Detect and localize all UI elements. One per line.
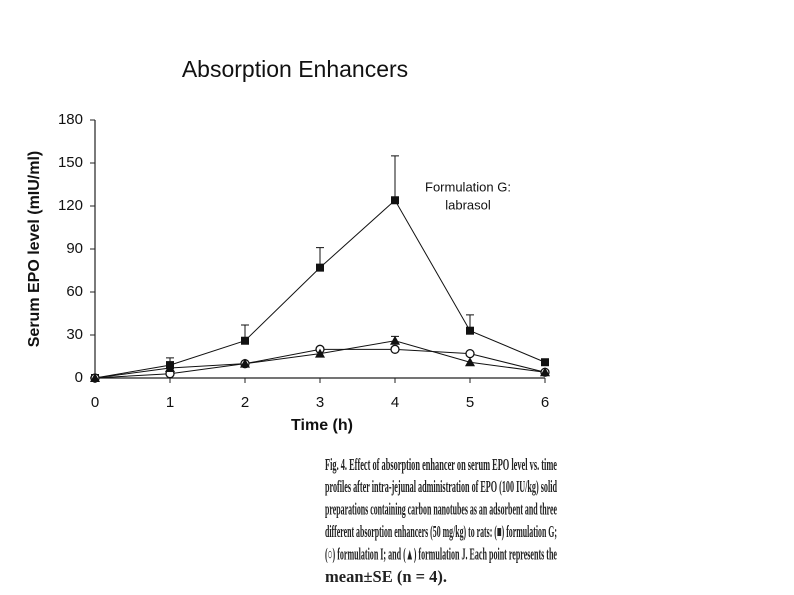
marker-square [391,196,399,205]
x-tick-label: 3 [316,394,324,411]
caption-line: profiles after intra-jejunal administrat… [325,477,557,496]
x-tick-label: 5 [466,394,474,411]
marker-triangle [240,358,250,368]
y-tick-label: 60 [66,283,83,300]
x-tick-label: 1 [166,394,174,411]
marker-triangle [90,373,100,382]
y-tick-label: 150 [58,154,83,171]
y-tick-label: 0 [75,369,83,386]
caption-line: Fig. 4. Effect of absorption enhancer on… [325,455,557,474]
marker-square [241,336,249,345]
caption-line: different absorption enhancers (50 mg/kg… [325,522,557,541]
x-tick-label: 6 [541,394,549,411]
marker-triangle [540,367,550,377]
caption-line: preparations containing carbon nanotubes… [325,500,557,519]
y-tick-label: 90 [66,240,83,257]
marker-triangle [465,357,475,367]
caption-line: (○) formulation I; and (▲) formulation J… [325,544,557,563]
chart-title: Absorption Enhancers [182,56,408,82]
marker-triangle [315,348,325,358]
caption-line: mean±SE (n = 4). [325,567,447,586]
error-bar [391,155,399,201]
marker-square [316,263,324,272]
marker-triangle [390,335,400,345]
annotation: labrasol [445,197,491,212]
x-tick-label: 4 [391,394,399,411]
y-tick-label: 180 [58,111,83,128]
y-tick-label: 120 [58,197,83,214]
x-axis-label: Time (h) [291,417,353,434]
y-tick-label: 30 [66,326,83,343]
marker-circle [465,348,475,359]
marker-square [466,326,474,335]
x-tick-label: 0 [91,394,99,411]
marker-triangle [165,362,175,372]
marker-square [541,358,549,367]
marker-circle [390,344,400,354]
x-tick-label: 2 [241,394,249,411]
annotation: Formulation G: [425,179,511,194]
y-axis-label: Serum EPO level (mIU/ml) [26,151,43,348]
